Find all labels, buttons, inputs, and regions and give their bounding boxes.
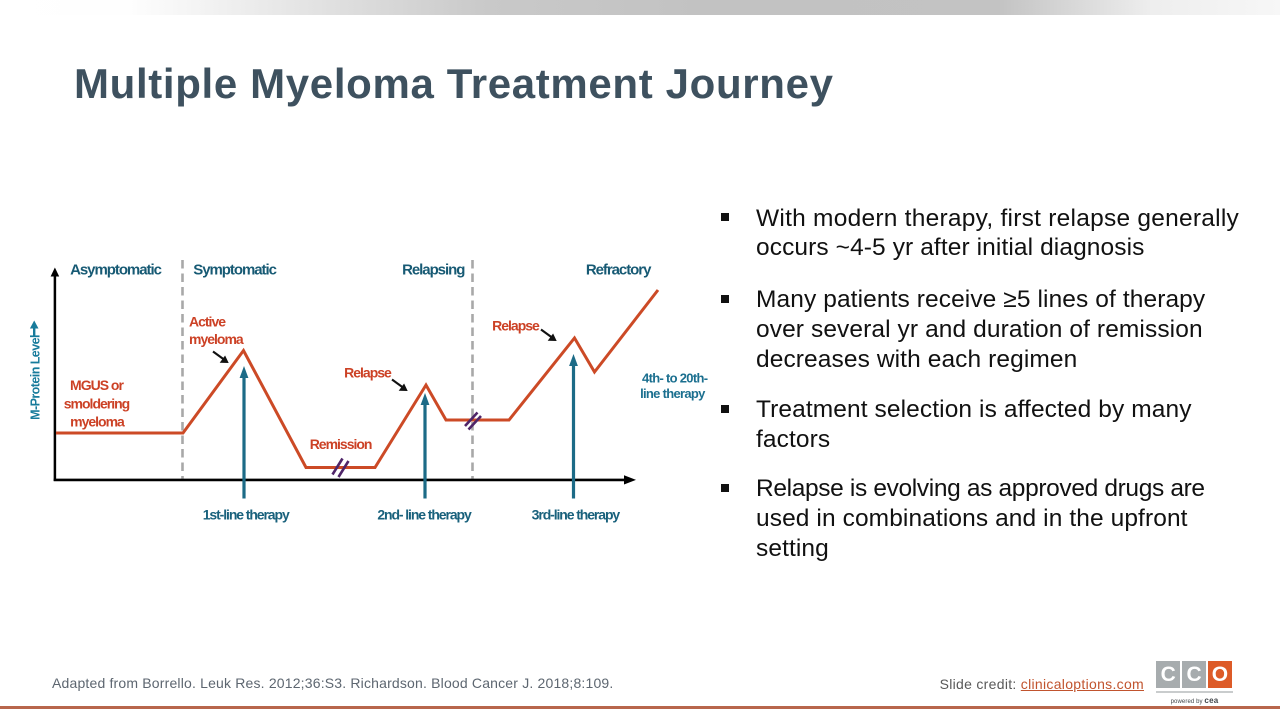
svg-text:MGUS or: MGUS or — [70, 377, 124, 393]
svg-text:1st-line therapy: 1st-line therapy — [203, 507, 290, 523]
svg-text:2nd- line therapy: 2nd- line therapy — [377, 507, 472, 523]
svg-text:M-Protein Level: M-Protein Level — [29, 335, 43, 420]
svg-text:Relapse: Relapse — [344, 365, 392, 381]
svg-text:Relapse: Relapse — [492, 318, 540, 334]
svg-text:line therapy: line therapy — [640, 386, 706, 401]
svg-text:myeloma: myeloma — [189, 331, 244, 347]
svg-text:Remission: Remission — [310, 436, 372, 452]
svg-text:Asymptomatic: Asymptomatic — [70, 262, 161, 279]
svg-text:myeloma: myeloma — [70, 414, 125, 430]
svg-text:Refractory: Refractory — [586, 262, 652, 279]
svg-text:Symptomatic: Symptomatic — [193, 262, 276, 279]
svg-text:Active: Active — [189, 314, 226, 330]
svg-text:Relapsing: Relapsing — [402, 262, 465, 279]
svg-text:3rd-line therapy: 3rd-line therapy — [532, 507, 621, 523]
svg-text:smoldering: smoldering — [64, 396, 130, 412]
svg-text:4th- to 20th-: 4th- to 20th- — [642, 371, 708, 386]
